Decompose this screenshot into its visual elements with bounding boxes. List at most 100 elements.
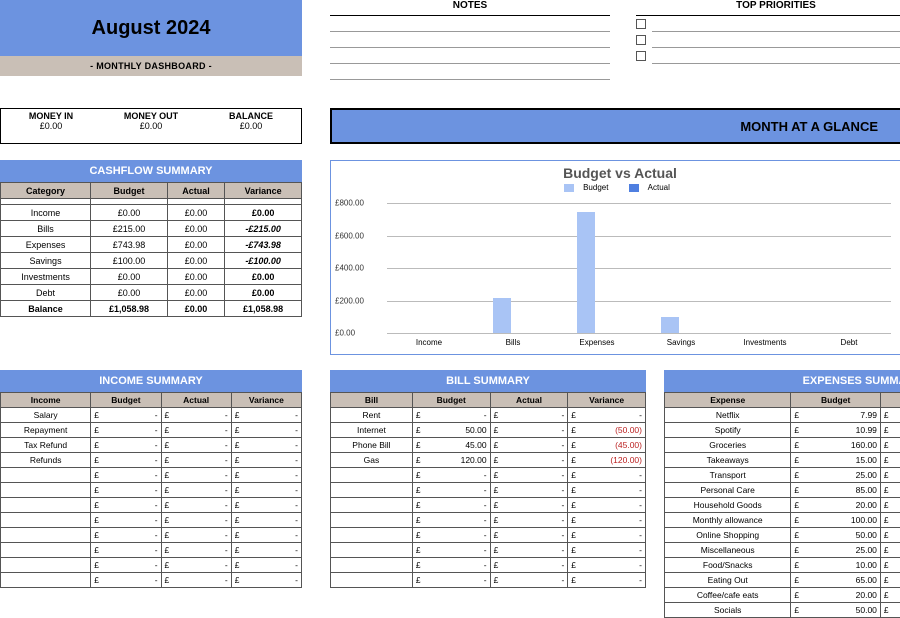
legend-budget: Budget [583, 183, 608, 192]
table-row: Phone Bill£45.00£-£(45.00) [331, 438, 646, 453]
table-row: £-£-£- [1, 498, 302, 513]
cashflow-row: Bills£215.00£0.00-£215.00 [1, 221, 302, 237]
table-row: £-£-£- [331, 528, 646, 543]
legend-actual: Actual [648, 183, 670, 192]
table-row: Eating Out£65.00£-£- [665, 573, 900, 588]
cashflow-col: Actual [167, 183, 224, 199]
dashboard-subtitle: - MONTHLY DASHBOARD - [0, 56, 302, 76]
col-header: Actual [490, 393, 568, 408]
col-header: Actual [880, 393, 900, 408]
table-row: £-£-£- [331, 543, 646, 558]
cashflow-row: Expenses£743.98£0.00-£743.98 [1, 237, 302, 253]
money-out-label: MONEY OUT [101, 111, 201, 121]
table-row: £-£-£- [1, 573, 302, 588]
balance-label: BALANCE [201, 111, 301, 121]
table-row: Internet£50.00£-£(50.00) [331, 423, 646, 438]
priority-line[interactable] [652, 32, 900, 48]
priority-row [636, 32, 900, 48]
priority-line[interactable] [652, 16, 900, 32]
x-tick-label: Savings [641, 338, 721, 347]
cashflow-total: Balance£1,058.98£0.00£1,058.98 [1, 301, 302, 317]
priority-row [636, 16, 900, 32]
month-title: August 2024 [92, 17, 211, 40]
priority-line[interactable] [652, 48, 900, 64]
col-header: Expense [665, 393, 791, 408]
priority-row [636, 48, 900, 64]
income-summary-title: INCOME SUMMARY [0, 370, 302, 392]
notes-title: NOTES [330, 0, 610, 16]
chart-plot: IncomeBillsExpensesSavingsInvestmentsDeb… [387, 203, 891, 333]
cashflow-row: Income£0.00£0.00£0.00 [1, 205, 302, 221]
table-row: £-£-£- [331, 483, 646, 498]
expenses-summary: EXPENSES SUMMARY ExpenseBudgetActualVari… [664, 370, 900, 618]
table-row: £-£-£- [331, 573, 646, 588]
income-summary: INCOME SUMMARY IncomeBudgetActualVarianc… [0, 370, 302, 588]
col-header: Bill [331, 393, 413, 408]
expenses-summary-table: ExpenseBudgetActualVariaNetflix£7.99£-£-… [664, 392, 900, 618]
cashflow-col: Budget [91, 183, 168, 199]
col-header: Actual [161, 393, 231, 408]
table-row: Repayment£-£-£- [1, 423, 302, 438]
y-tick-label: £0.00 [335, 329, 355, 338]
table-row: Household Goods£20.00£-£- [665, 498, 900, 513]
table-row: £-£-£- [1, 513, 302, 528]
table-row: Coffee/cafe eats£20.00£-£- [665, 588, 900, 603]
table-row: Spotify£10.99£-£- [665, 423, 900, 438]
checkbox-icon[interactable] [636, 19, 646, 29]
table-row: £-£-£- [1, 468, 302, 483]
x-tick-label: Expenses [557, 338, 637, 347]
cashflow-row: Savings£100.00£0.00-£100.00 [1, 253, 302, 269]
budget-bar [493, 298, 511, 333]
table-row: Food/Snacks£10.00£-£- [665, 558, 900, 573]
priorities-title: TOP PRIORITIES [636, 0, 900, 16]
table-row: Miscellaneous£25.00£-£- [665, 543, 900, 558]
bill-summary-table: BillBudgetActualVarianceRent£-£-£-Intern… [330, 392, 646, 588]
cashflow-title: CASHFLOW SUMMARY [0, 160, 302, 182]
table-row: Groceries£160.00£-£(1 [665, 438, 900, 453]
budget-vs-actual-chart: Budget vs Actual Budget Actual IncomeBil… [330, 160, 900, 355]
month-at-a-glance-header: MONTH AT A GLANCE [330, 108, 900, 144]
notes-line[interactable] [330, 64, 610, 80]
y-tick-label: £600.00 [335, 231, 364, 240]
y-tick-label: £400.00 [335, 264, 364, 273]
x-tick-label: Investments [725, 338, 805, 347]
budget-bar [577, 212, 595, 333]
table-row: £-£-£- [1, 483, 302, 498]
cashflow-col: Variance [225, 183, 302, 199]
col-header: Variance [568, 393, 646, 408]
table-row: Socials£50.00£-£- [665, 603, 900, 618]
table-row: £-£-£- [1, 543, 302, 558]
table-row: Personal Care£85.00£-£- [665, 483, 900, 498]
table-row: £-£-£- [331, 498, 646, 513]
table-row: £-£-£- [1, 558, 302, 573]
checkbox-icon[interactable] [636, 51, 646, 61]
notes-line[interactable] [330, 32, 610, 48]
cashflow-table-wrap: CategoryBudgetActualVarianceIncome£0.00£… [0, 182, 302, 317]
chart-title: Budget vs Actual [331, 165, 900, 181]
y-tick-label: £800.00 [335, 199, 364, 208]
budget-bar [661, 317, 679, 333]
table-row: £-£-£- [331, 513, 646, 528]
table-row: £-£-£- [331, 468, 646, 483]
notes-line[interactable] [330, 48, 610, 64]
cashflow-row: Investments£0.00£0.00£0.00 [1, 269, 302, 285]
money-summary: MONEY IN £0.00 MONEY OUT £0.00 BALANCE £… [0, 108, 302, 144]
notes-line[interactable] [330, 16, 610, 32]
table-row: Transport£25.00£-£- [665, 468, 900, 483]
bill-summary: BILL SUMMARY BillBudgetActualVarianceRen… [330, 370, 646, 588]
col-header: Income [1, 393, 91, 408]
dashboard-title-block: August 2024 [0, 0, 302, 56]
money-in-label: MONEY IN [1, 111, 101, 121]
col-header: Budget [412, 393, 490, 408]
notes-panel: NOTES [330, 0, 610, 80]
income-summary-table: IncomeBudgetActualVarianceSalary£-£-£-Re… [0, 392, 302, 588]
balance-value: £0.00 [201, 121, 301, 131]
bill-summary-title: BILL SUMMARY [330, 370, 646, 392]
col-header: Variance [231, 393, 301, 408]
table-row: £-£-£- [331, 558, 646, 573]
x-tick-label: Income [389, 338, 469, 347]
table-row: Salary£-£-£- [1, 408, 302, 423]
checkbox-icon[interactable] [636, 35, 646, 45]
table-row: Online Shopping£50.00£-£- [665, 528, 900, 543]
table-row: Netflix£7.99£-£- [665, 408, 900, 423]
